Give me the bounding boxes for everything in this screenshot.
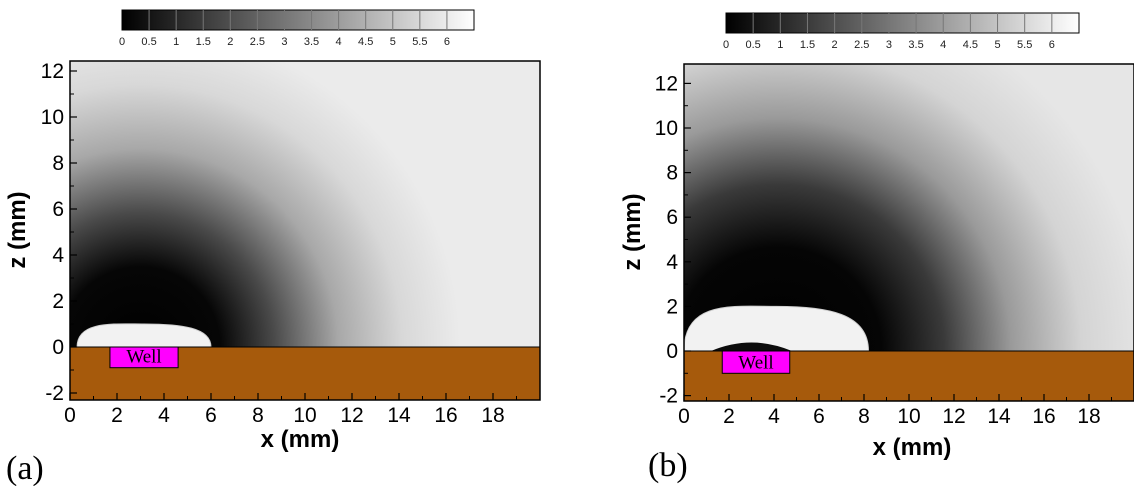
colorbar-b-tick-label: 3	[886, 39, 892, 51]
plot-area-a	[70, 61, 540, 400]
x-tick-label-b: 2	[723, 405, 735, 428]
y-ticks-a: -2 0 2 4 6 8 10 12	[41, 60, 77, 405]
colorbar-a-tick-label: 5	[390, 36, 396, 48]
x-tick-label-a: 0	[64, 404, 76, 427]
x-tick-label-b: 4	[768, 405, 780, 428]
colorbar-a-bar	[121, 9, 475, 31]
colorbar-b-tick-label: 1.5	[800, 39, 815, 51]
colorbar-b-tick-label: 4.5	[963, 39, 978, 51]
colorbar-a-tick-label: 5.5	[412, 36, 427, 48]
y-tick-label-b: 8	[666, 162, 678, 185]
y-tick-label-b: 12	[655, 72, 678, 95]
colorbar-a-tick-label: 2	[227, 36, 233, 48]
x-tick-label-b: 0	[678, 405, 690, 428]
well-label-a: Well	[126, 347, 161, 368]
saturated-dome-a	[76, 323, 212, 348]
colorbar-a-tick-label: 2.5	[250, 36, 265, 48]
x-tick-label-a: 4	[158, 404, 170, 427]
colorbar-a-ticks: 0 0.5 1 1.5 2 2.5 3 3.5 4 4.5 5 5.5 6	[119, 36, 450, 48]
colorbar-b-tick-label: 5.5	[1017, 39, 1032, 51]
y-tick-label-b: 4	[666, 251, 678, 274]
x-tick-label-b: 16	[1032, 405, 1055, 428]
colorbar-b-tick-label: 1	[777, 39, 783, 51]
x-tick-label-a: 8	[252, 404, 264, 427]
panel-a: 0 0.5 1 1.5 2 2.5 3 3.5 4 4.5 5 5.5 6 Well 0 2 4 6 8 10 12…	[4, 9, 541, 486]
y-axis-title-a: z (mm)	[4, 191, 31, 268]
x-tick-label-a: 6	[205, 404, 217, 427]
x-tick-label-b: 14	[987, 405, 1011, 428]
x-tick-label-b: 18	[1077, 405, 1100, 428]
y-tick-label-b: 2	[666, 295, 678, 318]
colorbar-b-tick-label: 0	[723, 39, 729, 51]
x-tick-label-b: 6	[813, 405, 825, 428]
x-tick-label-a: 10	[293, 404, 316, 427]
colorbar-b: 0 0.5 1 1.5 2 2.5 3 3.5 4 4.5 5 5.5 6	[723, 12, 1080, 51]
x-ticks-a: 0 2 4 6 8 10 12 14 16 18	[64, 393, 517, 427]
x-tick-label-b: 10	[897, 405, 920, 428]
y-tick-label-b: -2	[659, 385, 678, 408]
colorbar-b-tick-label: 2	[832, 39, 838, 51]
colorbar-b-tick-label: 5	[994, 39, 1000, 51]
y-tick-label-a: 8	[52, 152, 64, 175]
colorbar-a-tick-label: 0	[119, 36, 125, 48]
colorbar-a-tick-label: 6	[444, 36, 450, 48]
y-tick-label-a: 6	[52, 198, 64, 221]
x-tick-label-a: 16	[434, 404, 457, 427]
panel-label-b: (b)	[648, 447, 688, 484]
well-label-b: Well	[738, 352, 773, 373]
colorbar-a-tick-label: 0.5	[141, 36, 156, 48]
colorbar-b-bar	[725, 12, 1080, 34]
y-tick-label-b: 10	[655, 117, 678, 140]
panel-label-a: (a)	[6, 450, 44, 486]
colorbar-b-tick-label: 2.5	[854, 39, 869, 51]
inner-dark-lens-b	[711, 342, 792, 351]
y-tick-label-a: 0	[52, 336, 64, 359]
y-tick-label-a: -2	[45, 382, 64, 405]
colorbar-a-tick-label: 4.5	[358, 36, 373, 48]
colorbar-a-tick-label: 1	[173, 36, 179, 48]
x-tick-label-a: 14	[387, 404, 411, 427]
x-tick-label-a: 2	[111, 404, 123, 427]
colorbar-a-tick-label: 1.5	[196, 36, 211, 48]
colorbar-b-tick-label: 4	[940, 39, 946, 51]
colorbar-b-separators	[752, 13, 1053, 33]
y-tick-label-a: 10	[41, 106, 64, 129]
y-tick-label-a: 4	[52, 244, 64, 267]
colorbar-b-tick-label: 0.5	[746, 39, 761, 51]
colorbar-b-tick-label: 6	[1049, 39, 1055, 51]
y-axis-title-b: z (mm)	[619, 193, 646, 270]
well-a	[109, 346, 179, 369]
colorbar-b-ticks: 0 0.5 1 1.5 2 2.5 3 3.5 4 4.5 5 5.5 6	[723, 39, 1055, 51]
x-tick-label-b: 8	[858, 405, 870, 428]
x-tick-label-a: 18	[481, 404, 504, 427]
colorbar-a-tick-label: 3.5	[304, 36, 319, 48]
panel-b: 0 0.5 1 1.5 2 2.5 3 3.5 4 4.5 5 5.5 6 Well 0 2 4 6 8 10 12…	[619, 12, 1134, 484]
y-tick-label-b: 6	[666, 206, 678, 229]
colorbar-a-tick-label: 4	[336, 36, 342, 48]
well-b	[721, 350, 791, 374]
y-tick-label-a: 12	[41, 60, 64, 83]
colorbar-a-tick-label: 3	[281, 36, 287, 48]
plot-area-b	[684, 64, 1134, 401]
x-axis-title-a: x (mm)	[261, 426, 340, 453]
x-tick-label-a: 12	[340, 404, 363, 427]
x-tick-label-b: 12	[942, 405, 965, 428]
y-tick-label-a: 2	[52, 290, 64, 313]
x-ticks-b: 0 2 4 6 8 10 12 14 16 18	[678, 394, 1112, 428]
saturated-dome-b	[684, 305, 870, 352]
y-ticks-b: -2 0 2 4 6 8 10 12	[655, 72, 691, 408]
colorbar-a: 0 0.5 1 1.5 2 2.5 3 3.5 4 4.5 5 5.5 6	[119, 9, 475, 48]
colorbar-a-separators	[148, 10, 448, 30]
y-tick-label-b: 0	[666, 340, 678, 363]
x-axis-title-b: x (mm)	[873, 434, 952, 461]
colorbar-b-tick-label: 3.5	[908, 39, 923, 51]
